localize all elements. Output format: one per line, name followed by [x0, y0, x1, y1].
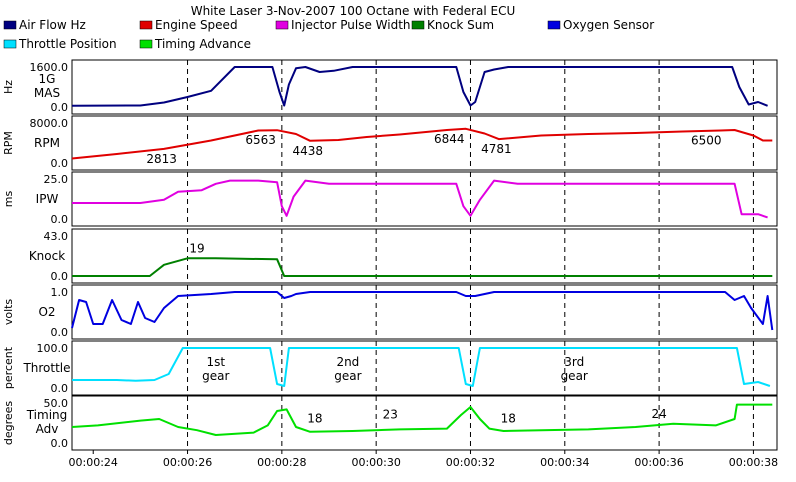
- data-annotation: 18: [501, 412, 516, 426]
- x-tick-label: 00:00:38: [729, 456, 778, 469]
- data-annotation: 2nd: [336, 355, 359, 369]
- legend-swatch: [275, 20, 289, 30]
- legend-swatch: [139, 20, 153, 30]
- panel-name: Adv: [36, 422, 59, 436]
- data-annotation: 6563: [245, 133, 276, 147]
- legend-label: Engine Speed: [155, 18, 238, 32]
- axis-max-label: 25.0: [44, 173, 69, 186]
- x-tick-label: 00:00:32: [446, 456, 495, 469]
- legend-label: Injector Pulse Width: [291, 18, 411, 32]
- series-line-airflow: [71, 66, 768, 107]
- panel-name: IPW: [36, 192, 59, 206]
- data-annotation: 6844: [434, 132, 465, 146]
- data-annotation: 3rd: [564, 355, 584, 369]
- axis-min-label: 0.0: [51, 101, 69, 114]
- data-annotation: gear: [561, 369, 588, 383]
- data-annotation: gear: [334, 369, 361, 383]
- axis-min-label: 0.0: [51, 157, 69, 170]
- legend-swatch: [3, 20, 17, 30]
- data-annotation: 19: [189, 241, 204, 255]
- axis-max-label: 1.0: [51, 286, 69, 299]
- panel-ipw: ms IPW 25.0 0.0: [2, 171, 778, 227]
- axis-min-label: 0.0: [51, 326, 69, 339]
- panel-name: MAS: [34, 86, 60, 100]
- legend-swatch: [3, 39, 17, 49]
- unit-label: percent: [2, 346, 15, 389]
- data-annotation: gear: [202, 369, 229, 383]
- axis-min-label: 0.0: [51, 382, 69, 395]
- legend-label: Air Flow Hz: [19, 18, 86, 32]
- panel-frame: [71, 59, 778, 115]
- panel-name: Throttle: [22, 361, 70, 375]
- axis-max-label: 43.0: [44, 230, 69, 243]
- x-tick-label: 00:00:30: [351, 456, 400, 469]
- data-annotation: 6500: [691, 134, 722, 148]
- series-line-rpm: [71, 127, 773, 160]
- chart-title: White Laser 3-Nov-2007 100 Octane with F…: [191, 4, 516, 18]
- x-tick-label: 00:00:24: [69, 456, 118, 469]
- axis-max-label: 8000.0: [30, 117, 69, 130]
- axis-max-label: 50.0: [44, 397, 69, 410]
- panel-name: RPM: [34, 136, 60, 150]
- data-annotation: 23: [383, 408, 398, 422]
- panel-knock: Knock 43.0 0.0 19: [29, 228, 778, 284]
- axis-min-label: 0.0: [51, 437, 69, 450]
- unit-label: degrees: [2, 401, 15, 446]
- x-tick-label: 00:00:28: [257, 456, 306, 469]
- series-line-ipw: [72, 179, 768, 219]
- axis-min-label: 0.0: [51, 270, 69, 283]
- series-line-throttle: [72, 347, 771, 387]
- data-annotation: 1st: [207, 355, 226, 369]
- legend-label: Timing Advance: [154, 37, 251, 51]
- data-annotation: 24: [651, 407, 666, 421]
- unit-label: volts: [2, 299, 15, 326]
- x-tick-label: 00:00:26: [163, 456, 212, 469]
- x-axis: 00:00:24 00:00:26 00:00:28 00:00:30 00:00:32…: [69, 450, 778, 469]
- legend-swatch: [411, 20, 425, 30]
- unit-label: Hz: [2, 80, 15, 94]
- legend-swatch: [547, 20, 561, 30]
- data-annotation: 4438: [293, 144, 324, 158]
- panel-o2: volts O2 1.0 0.0: [2, 284, 778, 340]
- legend-label: Throttle Position: [18, 37, 117, 51]
- legend-label: Oxygen Sensor: [563, 18, 654, 32]
- data-annotation: 18: [307, 412, 322, 426]
- data-annotation: 4781: [481, 142, 512, 156]
- x-tick-label: 00:00:36: [634, 456, 683, 469]
- unit-label: RPM: [2, 131, 15, 155]
- series-line-o2: [71, 291, 774, 331]
- panel-frame: [71, 171, 778, 227]
- panel-name: O2: [38, 305, 55, 319]
- legend: Air Flow Hz Engine Speed Injector Pulse Wi…: [3, 18, 654, 51]
- series-line-timing: [71, 403, 773, 436]
- panel-rpm: RPM RPM 8000.0 0.0 2813 6563 4438 6844 4781 6500: [2, 115, 778, 171]
- axis-max-label: 100.0: [37, 342, 69, 355]
- panel-throttle: percent Throttle100.00.01stgear2ndgear3rd…: [2, 340, 778, 396]
- panel-frame: [71, 115, 778, 171]
- axis-max-label: 1600.0: [30, 61, 69, 74]
- panel-frame: [71, 340, 778, 396]
- legend-swatch: [139, 39, 153, 49]
- panel-frame: [71, 228, 778, 284]
- unit-label: ms: [2, 191, 15, 208]
- panel-name: Timing: [26, 408, 68, 422]
- data-annotation: 2813: [146, 152, 177, 166]
- panel-frame: [71, 284, 778, 340]
- panel-name: Knock: [29, 249, 65, 263]
- series-line-knock: [72, 257, 773, 277]
- axis-min-label: 0.0: [51, 213, 69, 226]
- x-tick-label: 00:00:34: [540, 456, 589, 469]
- legend-label: Knock Sum: [427, 18, 494, 32]
- panel-name: 1G: [39, 72, 56, 86]
